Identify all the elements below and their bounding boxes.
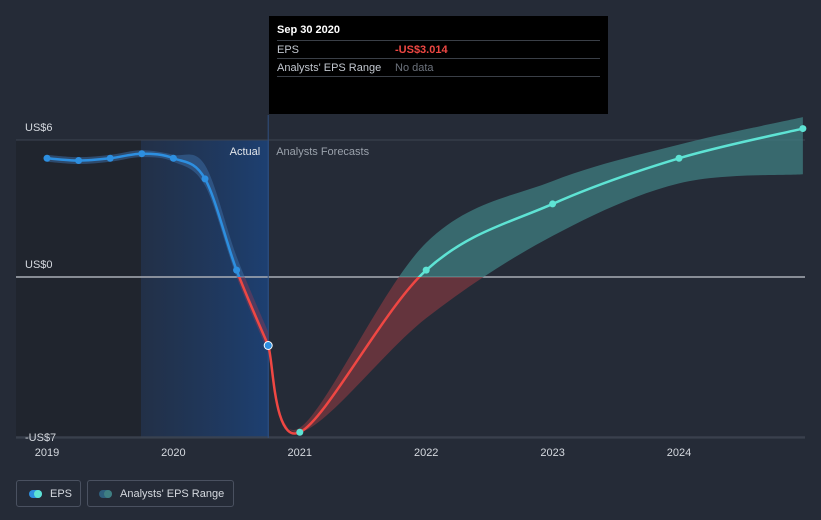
legend-eps-label: EPS [50, 487, 73, 500]
axis-labels: US$6 US$0 -US$7 2019 2020 2021 2022 2023 2024 Act… [25, 122, 691, 459]
y-tick-label: -US$7 [25, 432, 56, 444]
tooltip-range-value: No data [395, 61, 434, 74]
actual-eps-point [138, 150, 146, 158]
tooltip-range-label: Analysts' EPS Range [277, 61, 382, 74]
y-tick-label: US$6 [25, 122, 53, 134]
forecast-label: Analysts Forecasts [276, 146, 369, 158]
actual-eps-point [201, 175, 209, 183]
range-band-positive [398, 117, 803, 277]
forecast-eps-line-positive [417, 127, 804, 277]
actual-eps-point [169, 154, 177, 162]
actual-eps-point [43, 154, 51, 162]
forecast-eps-point [799, 125, 807, 133]
legend-eps-button[interactable]: EPS [16, 480, 81, 507]
tooltip: Sep 30 2020 EPS -US$3.014 Analysts' EPS … [269, 16, 608, 114]
forecast-eps-point [422, 266, 430, 274]
legend-range-label: Analysts' EPS Range [120, 487, 225, 500]
forecast-eps-line-negative [267, 277, 422, 435]
tooltip-eps-value: -US$3.014 [395, 43, 448, 56]
forecast-eps-point [675, 154, 683, 162]
grid-lines [16, 115, 805, 439]
eps-points [43, 125, 807, 436]
past-shade-region [16, 140, 141, 438]
forecast-eps-point [296, 428, 304, 436]
tooltip-eps-row: EPS -US$3.014 [277, 40, 600, 58]
tooltip-range-row: Analysts' EPS Range No data [277, 58, 600, 77]
analysts-eps-range-band [47, 117, 803, 433]
y-tick-label: US$0 [25, 259, 53, 271]
actual-band-positive [47, 150, 245, 277]
range-band-negative [268, 277, 484, 433]
x-tick-label: 2020 [161, 447, 185, 459]
x-tick-label: 2022 [414, 447, 438, 459]
actual-eps-point [233, 266, 241, 274]
tooltip-date: Sep 30 2020 [277, 24, 340, 36]
range-legend-icon [99, 489, 112, 498]
actual-band-negative [236, 277, 269, 353]
tooltip-eps-label: EPS [277, 43, 300, 56]
x-tick-label: 2023 [540, 447, 564, 459]
actual-eps-point [106, 154, 114, 162]
actual-label: Actual [230, 146, 261, 158]
actual-eps-point [263, 341, 273, 350]
x-tick-label: 2019 [35, 447, 59, 459]
legend-range-button[interactable]: Analysts' EPS Range [87, 480, 234, 507]
actual-eps-point [75, 157, 83, 165]
x-tick-label: 2024 [667, 447, 691, 459]
x-tick-label: 2021 [288, 447, 312, 459]
eps-legend-icon [29, 489, 42, 498]
forecast-eps-point [549, 200, 557, 208]
